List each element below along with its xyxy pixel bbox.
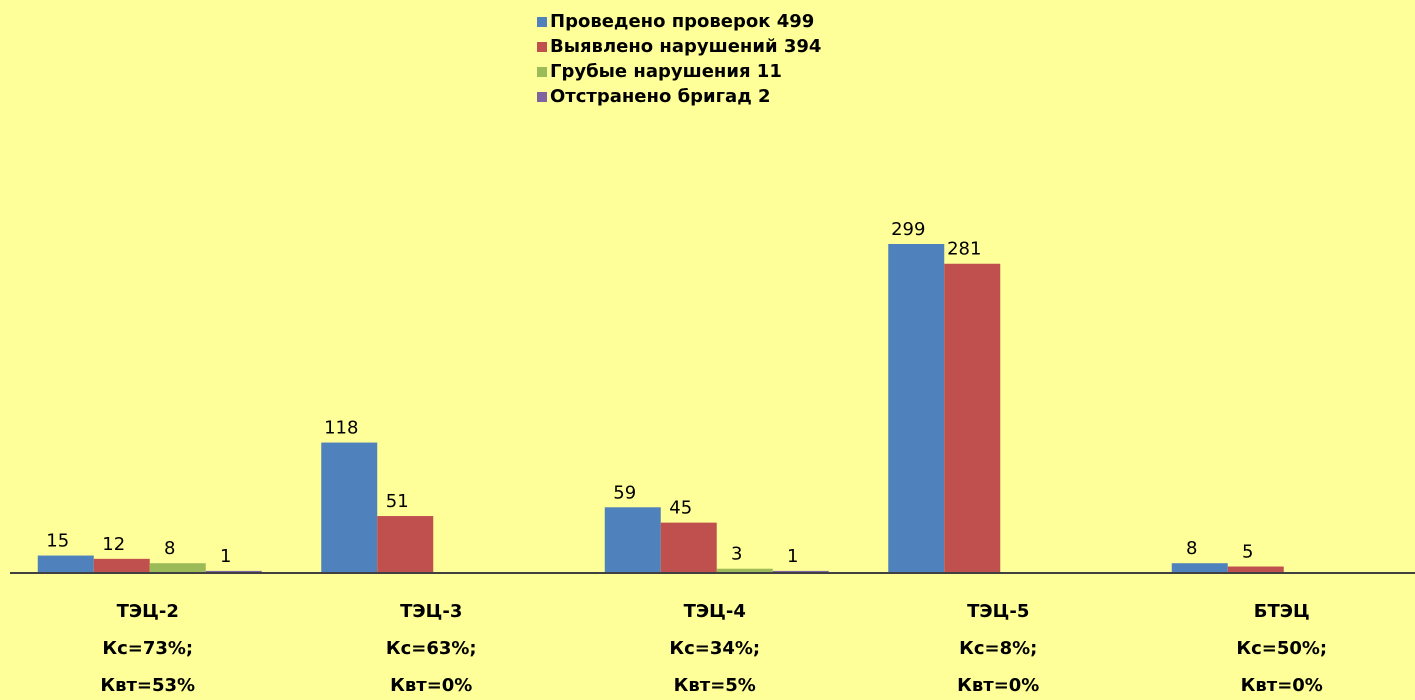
- category-label: Квт=53%: [100, 675, 195, 696]
- category-label: Квт=0%: [1241, 675, 1323, 696]
- data-label: 51: [386, 491, 409, 512]
- bar: [321, 442, 378, 572]
- legend-label: Грубые нарушения 11: [550, 61, 782, 82]
- category-label: Кс=63%;: [386, 638, 477, 659]
- bar: [1171, 563, 1228, 572]
- bar: [604, 507, 661, 572]
- category-label: Кс=34%;: [669, 638, 760, 659]
- legend-swatch: [537, 92, 547, 102]
- legend-label: Выявлено нарушений 394: [550, 36, 821, 57]
- legend-swatch: [537, 42, 547, 52]
- category-label: Кс=73%;: [102, 638, 193, 659]
- category-label: ТЭЦ-3: [400, 601, 462, 622]
- bar: [888, 244, 945, 572]
- category-label: Кс=50%;: [1236, 638, 1327, 659]
- data-label: 118: [324, 418, 358, 439]
- bar: [1227, 566, 1284, 572]
- bar: [93, 558, 150, 572]
- bar: [716, 568, 773, 572]
- legend-swatch: [537, 67, 547, 77]
- category-label: Квт=0%: [957, 675, 1039, 696]
- bar: [377, 516, 434, 572]
- data-label: 1: [220, 546, 231, 567]
- data-label: 3: [731, 544, 742, 565]
- bar: [772, 570, 829, 572]
- data-label: 45: [669, 498, 692, 519]
- category-label: ТЭЦ-2: [117, 601, 179, 622]
- category-label: ТЭЦ-5: [967, 601, 1029, 622]
- category-label: БТЭЦ: [1254, 601, 1310, 622]
- legend-label: Проведено проверок 499: [550, 11, 814, 32]
- bar: [205, 570, 262, 572]
- category-label: ТЭЦ-4: [684, 601, 746, 622]
- bar: [660, 522, 717, 572]
- data-label: 15: [46, 531, 69, 552]
- bar: [149, 563, 206, 572]
- data-label: 12: [102, 534, 125, 555]
- legend-label: Отстранено бригад 2: [550, 86, 771, 107]
- data-label: 5: [1242, 542, 1253, 563]
- data-label: 281: [947, 239, 981, 260]
- data-label: 1: [787, 546, 798, 567]
- data-label: 59: [613, 482, 636, 503]
- category-label: Кс=8%;: [959, 638, 1037, 659]
- category-label: Квт=0%: [390, 675, 472, 696]
- category-label: Квт=5%: [674, 675, 756, 696]
- legend-swatch: [537, 17, 547, 27]
- bar: [37, 555, 94, 572]
- data-label: 8: [164, 538, 175, 559]
- data-label: 299: [891, 219, 925, 240]
- bar: [944, 263, 1001, 572]
- data-label: 8: [1186, 538, 1197, 559]
